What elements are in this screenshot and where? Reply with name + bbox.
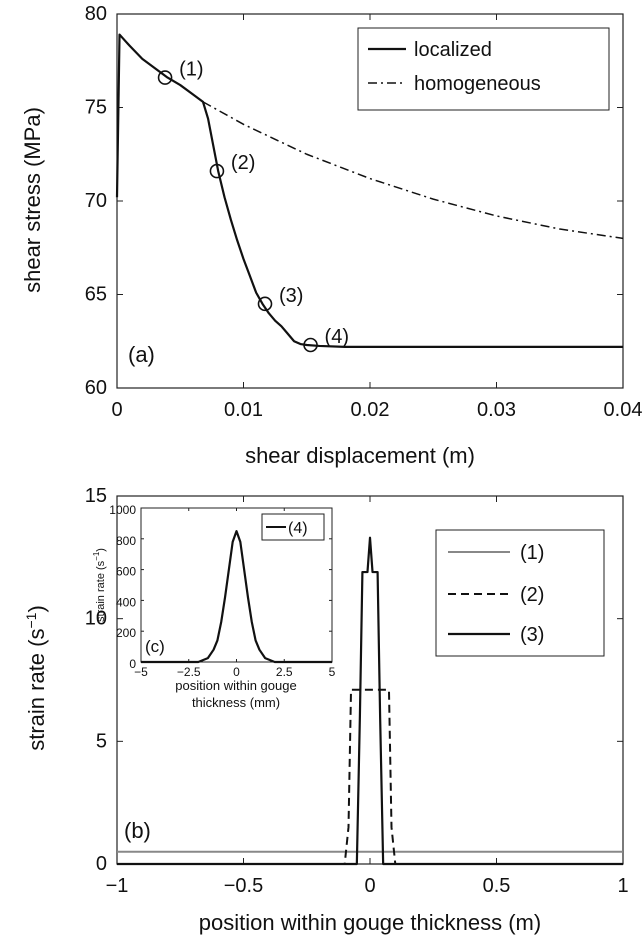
panel-b-xtick-label: −0.5	[224, 875, 263, 897]
panel-b-xtick-label: 1	[617, 875, 628, 897]
legend-localized-label: localized	[414, 39, 492, 61]
stage-marker	[257, 296, 273, 312]
panel-c-xtick-label: 5	[329, 665, 336, 679]
panel-c-ytick-label: 400	[116, 595, 136, 609]
legend-b3-label: (3)	[520, 624, 544, 646]
panel-a-ytick-label: 70	[85, 190, 107, 212]
panel-b-xtick-label: 0.5	[483, 875, 511, 897]
panel-b-label: (b)	[124, 818, 151, 843]
panel-a-ytick-label: 75	[85, 97, 107, 119]
panel-a-legend-box	[357, 27, 610, 111]
panel-c-xlabel-line1: position within gouge	[175, 678, 296, 693]
panel-b-legend: (1) (2) (3)	[435, 529, 605, 657]
panel-c-inset: −5 −2.5 0 2.5 5 0 200 400 600 800 1000 (c) (4) pos…	[92, 503, 336, 710]
panel-b-xlabel: position within gouge thickness (m)	[199, 910, 541, 935]
panel-a-ylabel: shear stress (MPa)	[20, 107, 45, 293]
panel-c-legend: (4)	[261, 513, 325, 541]
panel-c-xlabel-line2: thickness (mm)	[192, 695, 280, 710]
panel-c-ytick-label: 200	[116, 626, 136, 640]
panel-b-ylabel: strain rate (s−1)	[23, 605, 49, 751]
panel-a-xtick-label: 0.03	[477, 399, 516, 421]
panel-b-xtick-label: 0	[364, 875, 375, 897]
legend-b2-label: (2)	[520, 584, 544, 606]
panel-c-series-line-1	[141, 530, 332, 664]
panel-a-xtick-label: 0.02	[351, 399, 390, 421]
legend-b1-label: (1)	[520, 542, 544, 564]
legend-c4-label: (4)	[288, 520, 308, 537]
stage-marker	[303, 337, 318, 353]
stage-marker-label: (2)	[231, 152, 255, 174]
panel-b-series	[117, 536, 623, 866]
panel-a-series-line-2	[202, 101, 624, 240]
panel-c-xtick-label: −5	[134, 665, 148, 679]
panel-b-series-line-2	[117, 688, 623, 865]
stage-marker	[209, 163, 225, 179]
panel-c-ytick-label: 0	[129, 657, 136, 671]
stage-marker-label: (1)	[179, 59, 203, 81]
panel-c-series	[141, 530, 332, 664]
panel-b-ytick-label: 10	[85, 608, 107, 630]
panel-b-xtick-label: −1	[106, 875, 129, 897]
panel-a-label: (a)	[128, 342, 155, 367]
panel-a-legend: localized homogeneous	[357, 27, 610, 111]
panel-a-xtick-label: 0.01	[224, 399, 263, 421]
panel-a-ytick-label: 60	[85, 377, 107, 399]
panel-a-ticks: 0 0.01 0.02 0.03 0.04 60 65 70 75 80	[85, 3, 642, 421]
panel-a-markers: (1) (2) (3) (4)	[157, 59, 349, 353]
panel-b-ytick-label: 0	[96, 853, 107, 875]
panel-b-series-line-3	[117, 536, 623, 866]
panel-a-ytick-label: 65	[85, 284, 107, 306]
panel-a-ytick-label: 80	[85, 3, 107, 25]
stage-marker-label: (4)	[325, 326, 349, 348]
panel-c-xtick-label: 0	[233, 665, 240, 679]
stage-marker	[157, 70, 173, 85]
panel-b-ytick-label: 5	[96, 730, 107, 752]
stage-marker-label: (3)	[279, 285, 303, 307]
legend-homogeneous-label: homogeneous	[414, 73, 541, 95]
panel-c-ylabel: strain rate (s−1)	[92, 548, 107, 622]
panel-c-ytick-label: 800	[116, 534, 136, 548]
panel-a-xtick-label: 0	[111, 399, 122, 421]
panel-c-ytick-label: 600	[116, 565, 136, 579]
panel-a: 0 0.01 0.02 0.03 0.04 60 65 70 75 80 (1) (2) (3) (4)…	[20, 3, 642, 468]
panel-a-xtick-label: 0.04	[604, 399, 642, 421]
panel-c-xtick-label: −2.5	[177, 665, 201, 679]
panel-b-ytick-label: 15	[85, 485, 107, 507]
panel-c-ytick-label: 1000	[109, 503, 136, 517]
panel-a-xlabel: shear displacement (m)	[245, 443, 475, 468]
panel-c-xtick-label: 2.5	[276, 665, 293, 679]
panel-c-label: (c)	[145, 637, 165, 656]
panel-c-ticks: −5 −2.5 0 2.5 5 0 200 400 600 800 1000	[109, 503, 335, 679]
